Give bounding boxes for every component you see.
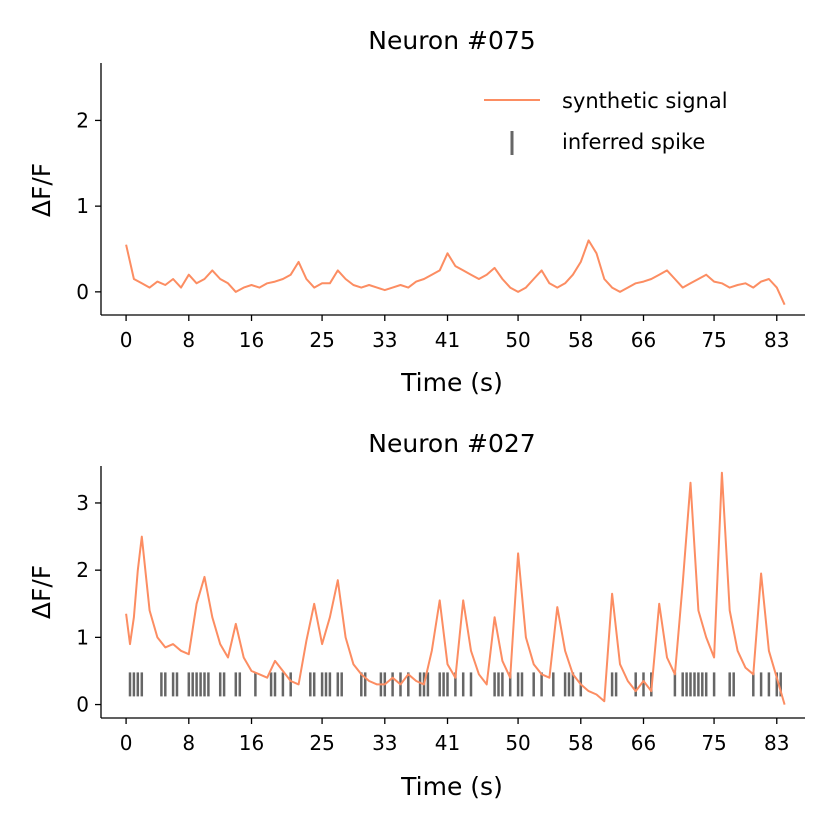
plot-area [125, 471, 786, 705]
x-tick-label: 16 [239, 731, 264, 755]
x-tick-label: 83 [764, 731, 789, 755]
x-tick-label: 25 [309, 731, 334, 755]
plot-area [125, 239, 786, 306]
x-tick-label: 25 [309, 328, 334, 352]
x-tick-label: 83 [764, 328, 789, 352]
legend-entry-spike: inferred spike [562, 130, 705, 154]
x-tick-label: 8 [182, 328, 195, 352]
x-tick-label: 66 [631, 731, 656, 755]
x-axis-label: Time (s) [400, 368, 503, 397]
x-tick-label: 33 [372, 328, 397, 352]
x-axis-label: Time (s) [400, 772, 503, 801]
x-tick-label: 0 [120, 731, 133, 755]
chart-title: Neuron #075 [368, 26, 535, 55]
y-tick-label: 1 [76, 194, 89, 218]
chart-title: Neuron #027 [368, 429, 535, 458]
x-tick-label: 41 [435, 731, 460, 755]
y-tick-label: 0 [76, 280, 89, 304]
x-tick-label: 58 [568, 328, 593, 352]
y-tick-label: 0 [76, 693, 89, 717]
x-tick-label: 0 [120, 328, 133, 352]
x-tick-label: 75 [701, 328, 726, 352]
x-tick-label: 50 [505, 731, 530, 755]
x-tick-label: 16 [239, 328, 264, 352]
x-tick-label: 75 [701, 731, 726, 755]
signal-line [125, 471, 786, 705]
x-tick-label: 58 [568, 731, 593, 755]
chart-panel-neuron-027: Neuron #027 ΔF/F Time (s) 0 8 16 25 33 41 50 58… [27, 429, 805, 801]
y-tick-label: 3 [76, 491, 89, 515]
x-tick-label: 66 [631, 328, 656, 352]
x-tick-label: 8 [182, 731, 195, 755]
signal-line [125, 239, 786, 306]
y-tick-label: 2 [76, 108, 89, 132]
x-tick-label: 50 [505, 328, 530, 352]
legend-entry-signal: synthetic signal [562, 89, 728, 113]
y-tick-label: 2 [76, 558, 89, 582]
y-axis-label: ΔF/F [27, 163, 56, 217]
axis-ticks: 0 8 16 25 33 41 50 58 66 75 83 0 1 2 [76, 108, 789, 352]
y-tick-label: 1 [76, 625, 89, 649]
chart-panel-neuron-075: Neuron #075 ΔF/F Time (s) 0 8 16 25 33 41 50 58… [27, 26, 805, 397]
y-axis-label: ΔF/F [27, 565, 56, 619]
x-tick-label: 33 [372, 731, 397, 755]
legend: synthetic signal inferred spike [484, 89, 728, 155]
x-tick-label: 41 [435, 328, 460, 352]
axis-ticks: 0 8 16 25 33 41 50 58 66 75 83 0 1 2 3 [76, 491, 789, 755]
